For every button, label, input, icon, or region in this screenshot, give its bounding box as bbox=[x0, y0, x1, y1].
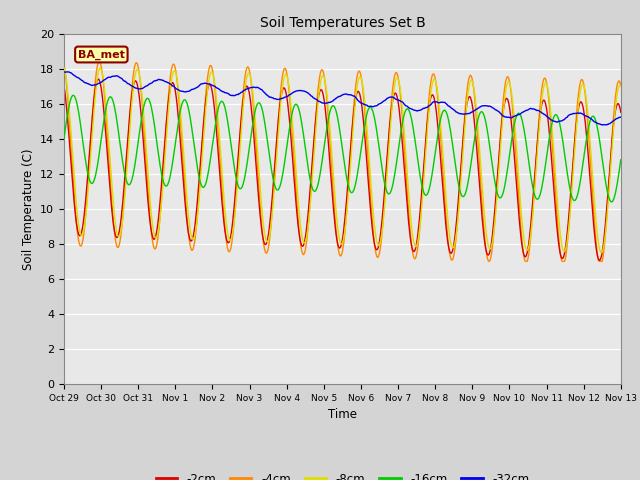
-32cm bbox=[60, 69, 68, 75]
-2cm bbox=[70, 199, 78, 204]
-2cm bbox=[617, 109, 625, 115]
-2cm bbox=[94, 76, 102, 82]
Title: Soil Temperatures Set B: Soil Temperatures Set B bbox=[260, 16, 425, 30]
-4cm bbox=[70, 191, 78, 196]
-16cm bbox=[71, 94, 79, 100]
Y-axis label: Soil Temperature (C): Soil Temperature (C) bbox=[22, 148, 35, 270]
-32cm bbox=[617, 114, 625, 120]
-32cm bbox=[184, 88, 192, 94]
Legend: -2cm, -4cm, -8cm, -16cm, -32cm: -2cm, -4cm, -8cm, -16cm, -32cm bbox=[151, 468, 534, 480]
-4cm bbox=[185, 233, 193, 239]
-16cm bbox=[128, 176, 136, 181]
-4cm bbox=[428, 78, 435, 84]
-8cm bbox=[410, 240, 418, 246]
-16cm bbox=[214, 106, 222, 112]
-32cm bbox=[599, 122, 607, 128]
-2cm bbox=[428, 94, 435, 100]
-2cm bbox=[185, 231, 193, 237]
Line: -2cm: -2cm bbox=[64, 79, 621, 260]
-16cm bbox=[607, 199, 615, 205]
Line: -32cm: -32cm bbox=[64, 72, 621, 125]
-4cm bbox=[60, 61, 68, 67]
-16cm bbox=[60, 136, 68, 142]
Text: BA_met: BA_met bbox=[78, 49, 125, 60]
-16cm bbox=[70, 93, 77, 98]
-32cm bbox=[426, 102, 434, 108]
-8cm bbox=[214, 106, 221, 112]
-32cm bbox=[214, 85, 221, 91]
-2cm bbox=[595, 257, 603, 263]
-4cm bbox=[96, 59, 104, 64]
-2cm bbox=[214, 149, 222, 155]
Line: -8cm: -8cm bbox=[64, 68, 621, 253]
-16cm bbox=[617, 157, 625, 163]
-4cm bbox=[128, 83, 136, 88]
-32cm bbox=[70, 72, 78, 78]
X-axis label: Time: Time bbox=[328, 408, 357, 421]
-8cm bbox=[70, 172, 78, 178]
-32cm bbox=[127, 83, 135, 89]
-8cm bbox=[60, 65, 68, 71]
-16cm bbox=[428, 177, 435, 183]
-8cm bbox=[127, 105, 135, 111]
-4cm bbox=[617, 83, 625, 88]
Line: -16cm: -16cm bbox=[64, 96, 621, 202]
-8cm bbox=[617, 84, 625, 89]
-2cm bbox=[128, 90, 136, 96]
-8cm bbox=[426, 95, 434, 100]
-4cm bbox=[214, 128, 222, 133]
-4cm bbox=[485, 258, 493, 264]
-8cm bbox=[184, 207, 192, 213]
-16cm bbox=[185, 107, 193, 113]
Line: -4cm: -4cm bbox=[64, 61, 621, 261]
-32cm bbox=[410, 107, 418, 113]
-2cm bbox=[411, 248, 419, 253]
-2cm bbox=[60, 83, 68, 89]
-16cm bbox=[411, 136, 419, 142]
-8cm bbox=[598, 250, 605, 256]
-4cm bbox=[411, 256, 419, 262]
